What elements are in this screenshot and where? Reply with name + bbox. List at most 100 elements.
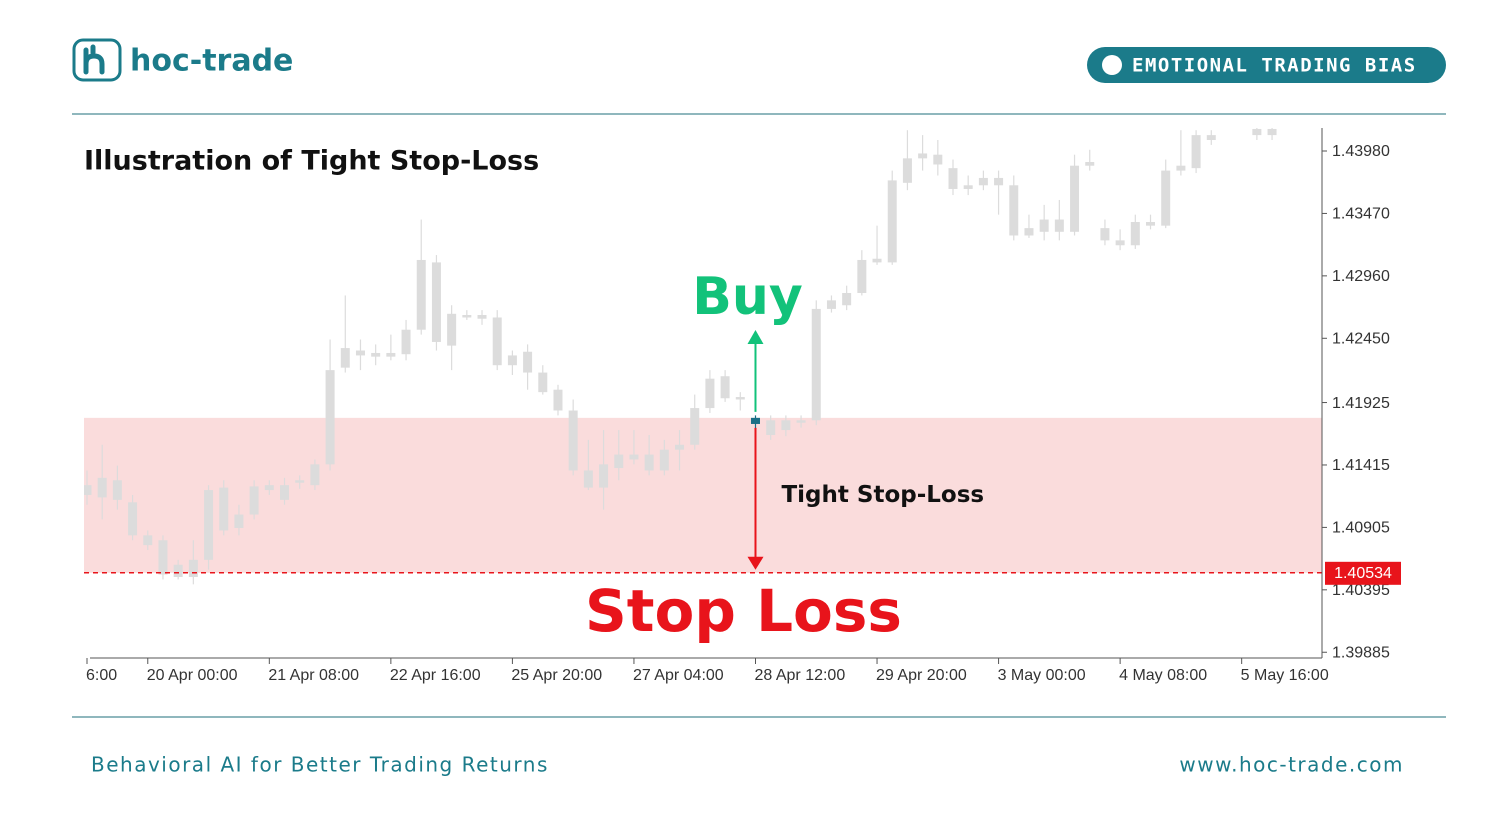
candle-body (842, 292, 852, 306)
candle-body (614, 454, 624, 469)
candle-body (188, 559, 198, 577)
candle-body (599, 464, 609, 488)
y-tick-label: 1.43980 (1332, 143, 1390, 160)
x-tick-label: 20 Apr 00:00 (147, 667, 238, 684)
stop-loss-label: Stop Loss (585, 577, 902, 645)
candle-body (507, 355, 517, 366)
candle-body (720, 376, 730, 399)
candle-body (158, 540, 168, 575)
candle-body (796, 420, 806, 423)
candle-body (811, 308, 821, 421)
candle-body (948, 168, 958, 189)
zone-layer (84, 417, 1322, 573)
candle-body (735, 397, 745, 400)
candle-body (857, 259, 867, 293)
candle-body (644, 454, 654, 471)
candle-body (264, 485, 274, 491)
candle-body (887, 180, 897, 263)
logo-frame (72, 38, 122, 82)
candle-body (933, 154, 943, 165)
y-tick-label: 1.42450 (1332, 331, 1390, 348)
candle-body (310, 464, 320, 486)
candle-body (173, 564, 183, 577)
candle-body (1191, 135, 1201, 169)
candle-body (1115, 240, 1125, 246)
candle-body (234, 514, 244, 529)
tagline: Behavioral AI for Better Trading Returns (91, 753, 549, 777)
x-tick-label: 4 May 08:00 (1119, 667, 1207, 684)
candle-body (963, 185, 973, 189)
y-tick-label: 1.41415 (1332, 457, 1390, 474)
candle-body (1054, 219, 1064, 232)
candle-body (1024, 228, 1034, 236)
candle-body (553, 389, 563, 411)
candle-body (112, 480, 122, 500)
candle-body (1267, 128, 1277, 136)
y-tick-label: 1.42960 (1332, 268, 1390, 285)
tight-label: Tight Stop-Loss (781, 482, 984, 508)
candle-body (1206, 135, 1216, 140)
y-tick-label: 1.41925 (1332, 395, 1390, 412)
candle-body (918, 153, 928, 159)
candle-body (431, 262, 441, 342)
y-tick-label: 1.40905 (1332, 520, 1390, 537)
y-tick-label: 1.43470 (1332, 206, 1390, 223)
candle-body (994, 177, 1004, 186)
buy-label: Buy (692, 267, 803, 327)
overlay: 1.43980 1.43470 1.42960 1.42450 1.41925 1.414… (84, 128, 1401, 684)
candle-body (583, 470, 593, 488)
y-tick-label: 1.39885 (1332, 644, 1390, 661)
x-tick-label: 22 Apr 16:00 (390, 667, 481, 684)
candle-body (568, 410, 578, 471)
candle-body (219, 487, 229, 531)
badge-text: EMOTIONAL TRADING BIAS (1132, 55, 1417, 77)
candle-body (492, 317, 502, 366)
x-tick-label: 6:00 (86, 667, 117, 684)
buy-arrowhead (747, 330, 764, 344)
x-tick-label: 27 Apr 04:00 (633, 667, 724, 684)
x-tick-label: 25 Apr 20:00 (511, 667, 602, 684)
candle-body (750, 417, 760, 424)
candle-body (659, 449, 669, 471)
x-tick-label: 29 Apr 20:00 (876, 667, 967, 684)
candle-body (1146, 222, 1156, 226)
candle-body (1009, 185, 1019, 236)
candle-body (97, 477, 107, 498)
candle-body (1039, 219, 1049, 232)
candle-body (280, 485, 290, 500)
candle-body (1100, 228, 1110, 241)
x-tick-label: 3 May 00:00 (998, 667, 1086, 684)
candle-body (902, 158, 912, 183)
candle-body (629, 454, 639, 460)
candle-body (826, 300, 836, 309)
candle-body (1176, 165, 1186, 171)
candle-body (781, 420, 791, 431)
candle-body (978, 177, 988, 186)
y-tick-label: 1.40395 (1332, 582, 1390, 599)
candle-body (447, 313, 457, 346)
candle-body (872, 258, 882, 263)
candle-body (538, 372, 548, 393)
brand: hoc-trade (130, 44, 293, 79)
candle-body (1070, 165, 1080, 232)
candle-body (1161, 170, 1171, 226)
candle-body (249, 486, 259, 515)
candle-body (705, 378, 715, 409)
candle-body (355, 350, 365, 356)
badge-dot (1102, 55, 1122, 75)
x-tick-label: 28 Apr 12:00 (754, 667, 845, 684)
candle-body (386, 352, 396, 357)
candle-body (128, 502, 138, 536)
candle-body (84, 485, 92, 495)
stop-arrowhead (747, 556, 764, 570)
candle-body (295, 480, 305, 483)
risk-zone (84, 417, 1322, 573)
x-tick-label: 5 May 16:00 (1241, 667, 1329, 684)
candle-body (1130, 222, 1140, 246)
candles (84, 128, 1277, 585)
candle-body (401, 329, 411, 355)
candle-body (325, 370, 335, 465)
x-tick-label: 21 Apr 08:00 (268, 667, 359, 684)
candle-body (766, 420, 776, 435)
